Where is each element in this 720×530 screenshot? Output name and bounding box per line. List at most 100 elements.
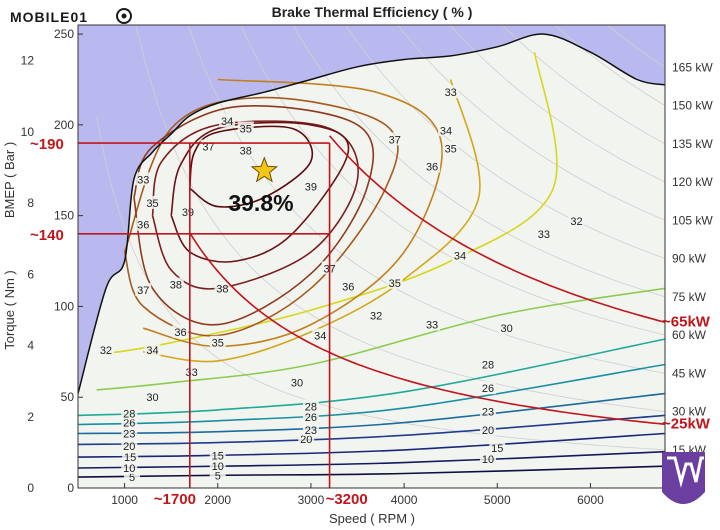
torque-tick-label: 150: [54, 209, 74, 223]
contour-label-bg: [302, 399, 319, 413]
contour-label: 23: [305, 425, 317, 437]
contour-label-bg: [340, 279, 357, 293]
contour-label-bg: [424, 159, 441, 173]
contour-label: 32: [370, 311, 382, 323]
contour-label: 28: [123, 409, 135, 421]
bmep-tick-label: 6: [27, 267, 34, 281]
torque-axis-label: Torque ( Nm ): [2, 270, 17, 349]
power-line: [449, 25, 665, 183]
contour-label: 35: [389, 278, 401, 290]
contour-label-bg: [237, 143, 254, 157]
contour-label: 35: [240, 123, 252, 135]
contour-label: 33: [137, 174, 149, 186]
power-line-label: 165 kW: [672, 60, 713, 74]
contour-label-bg: [214, 281, 231, 295]
contour-label-bg: [479, 422, 496, 436]
annotation-torque-190: ~190: [30, 136, 64, 153]
contour-label: 37: [137, 285, 149, 297]
contour-label-bg: [386, 132, 403, 146]
contour-label-bg: [489, 441, 506, 455]
torque-tick-label: 0: [67, 481, 74, 495]
contour-label-bg: [209, 335, 226, 349]
power-hyperbola-25: [189, 232, 665, 426]
contour-line-26: [78, 363, 665, 426]
x-tick-label: 3000: [298, 493, 325, 507]
contour-label: 34: [314, 330, 326, 342]
contour-label: 15: [212, 450, 224, 462]
power-line-label: 45 kW: [672, 366, 707, 380]
contour-label: 33: [445, 87, 457, 99]
contour-label-bg: [479, 381, 496, 395]
contour-label-bg: [122, 450, 139, 464]
bmep-tick-label: 12: [21, 54, 35, 68]
contour-label-bg: [438, 123, 455, 137]
power-line: [240, 25, 665, 336]
contour-label: 26: [305, 412, 317, 424]
operating-region-box: [78, 142, 331, 488]
contour-label: 35: [445, 143, 457, 155]
contour-label: 32: [570, 216, 582, 228]
contour-line-38: [170, 121, 350, 263]
contour-label: 10: [123, 463, 135, 475]
bmep-tick-label: 10: [21, 125, 35, 139]
contour-label-bg: [452, 248, 469, 262]
power-hyperbolas: [189, 135, 665, 426]
contour-label: 38: [216, 283, 228, 295]
annotation-rpm-1700: ~1700: [154, 491, 196, 508]
contour-label-bg: [121, 406, 138, 420]
power-line: [344, 25, 665, 259]
constant-power-lines: [96, 25, 665, 451]
contour-label: 15: [491, 443, 503, 455]
contour-label-bg: [302, 410, 319, 424]
contour-line-23: [78, 392, 665, 435]
power-line-label: 30 kW: [672, 405, 707, 419]
contour-label-bg: [237, 121, 254, 135]
contour-label: 36: [426, 162, 438, 174]
contour-label: 20: [300, 434, 312, 446]
contour-label: 36: [342, 281, 354, 293]
contour-label-bg: [135, 217, 152, 231]
contour-label: 37: [389, 134, 401, 146]
contour-label-bg: [121, 461, 138, 475]
contour-label-bg: [167, 277, 184, 291]
power-line: [292, 25, 665, 298]
contour-label-bg: [183, 364, 200, 378]
peak-efficiency-marker: 39.8%: [228, 156, 294, 216]
contour-line-5: [78, 465, 665, 478]
contour-label-bg: [209, 448, 226, 462]
contour-label: 5: [215, 470, 221, 482]
power-line-label: 120 kW: [672, 175, 713, 189]
max-torque-curve: [78, 33, 665, 394]
power-line-label: 150 kW: [672, 99, 713, 113]
contour-label: 30: [291, 378, 303, 390]
bmep-axis-label: BMEP ( Bar ): [2, 142, 17, 218]
contour-line-32: [105, 52, 558, 355]
contour-label-bg: [368, 308, 385, 322]
contour-label: 30: [500, 323, 512, 335]
peak-efficiency-label: 39.8%: [228, 190, 293, 216]
red-annotations: ~190 ~140 ~1700 ~3200 ~65kW ~25kW: [30, 136, 711, 508]
contour-label-bg: [535, 226, 552, 240]
watermark-logo-icon: [116, 8, 132, 24]
x-axis-label: Speed ( RPM ): [329, 511, 415, 526]
contour-label-bg: [179, 205, 196, 219]
x-tick-label: 4000: [391, 493, 418, 507]
annotation-rpm-3200: ~3200: [326, 491, 368, 508]
contour-label: 28: [482, 360, 494, 372]
contour-line-20: [78, 414, 665, 446]
power-line-label: 135 kW: [672, 137, 713, 151]
contour-line-28: [78, 338, 665, 417]
bmep-tick-label: 2: [27, 410, 34, 424]
torque-axis-ticks: 0 50 100 150 200 250: [54, 27, 83, 495]
shield-logo-icon: [662, 452, 705, 504]
contour-label-bg: [144, 343, 161, 357]
contour-label: 33: [426, 320, 438, 332]
contour-label: 37: [202, 142, 214, 154]
chart-title: Brake Thermal Efficiency ( % ): [272, 4, 473, 20]
contour-label-bg: [479, 404, 496, 418]
contour-line-33: [143, 79, 481, 363]
contour-label-bg: [498, 321, 515, 335]
contour-label: 10: [482, 454, 494, 466]
